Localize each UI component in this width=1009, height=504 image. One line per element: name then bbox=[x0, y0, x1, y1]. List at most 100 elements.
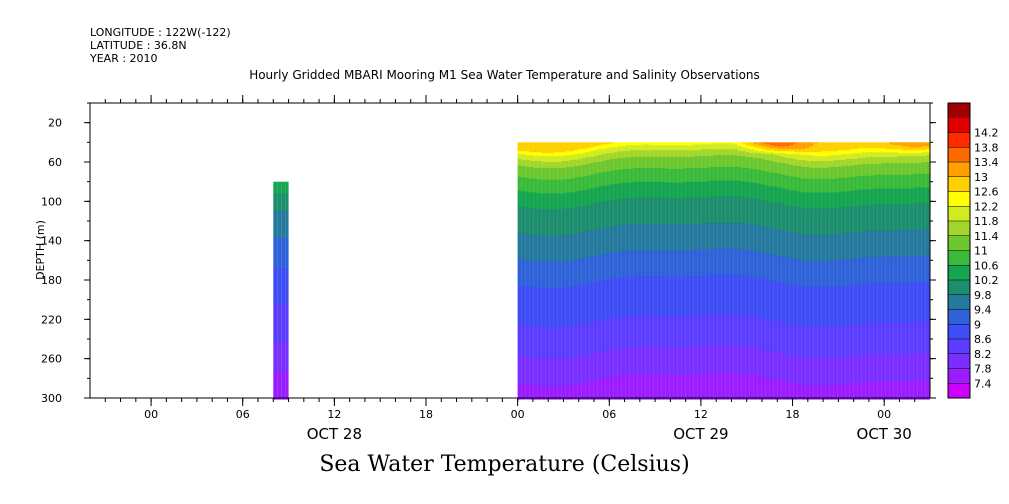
heatmap-cell bbox=[817, 142, 822, 153]
heatmap-cell bbox=[877, 142, 882, 149]
heatmap-cell bbox=[585, 189, 590, 206]
heatmap-cell bbox=[629, 145, 634, 151]
heatmap-cell bbox=[525, 151, 530, 156]
heatmap-cell bbox=[689, 181, 694, 198]
heatmap-cell bbox=[685, 167, 690, 183]
heatmap-cell bbox=[829, 151, 834, 156]
heatmap-cell bbox=[805, 286, 810, 327]
heatmap-cell bbox=[613, 183, 618, 200]
heatmap-cell bbox=[569, 233, 574, 261]
heatmap-cell bbox=[645, 142, 650, 145]
heatmap-cell bbox=[669, 150, 674, 158]
heatmap-cell bbox=[541, 235, 546, 262]
heatmap-cell bbox=[837, 285, 842, 326]
heatmap-cell bbox=[741, 181, 746, 198]
heatmap-cell bbox=[905, 188, 910, 205]
heatmap-cell bbox=[545, 209, 550, 237]
heatmap-cell bbox=[861, 283, 866, 324]
heatmap-cell bbox=[673, 277, 678, 317]
heatmap-cell bbox=[553, 235, 558, 262]
heatmap-cell bbox=[533, 161, 538, 169]
heatmap-cell bbox=[285, 342, 289, 373]
heatmap-cell bbox=[909, 174, 914, 190]
heatmap-cell bbox=[797, 285, 802, 326]
heatmap-cell bbox=[837, 356, 842, 385]
heatmap-cell bbox=[713, 196, 718, 224]
heatmap-cell bbox=[517, 206, 522, 234]
heatmap-cell bbox=[857, 382, 862, 400]
heatmap-cell bbox=[625, 168, 630, 184]
heatmap-cell bbox=[721, 248, 726, 276]
heatmap-cell bbox=[537, 386, 542, 400]
heatmap-cell bbox=[917, 147, 922, 151]
heatmap-cell bbox=[669, 250, 674, 278]
heatmap-cell bbox=[925, 152, 930, 156]
heatmap-cell bbox=[725, 314, 730, 347]
heatmap-cell bbox=[605, 226, 610, 255]
heatmap-cell bbox=[745, 167, 750, 183]
heatmap-cell bbox=[849, 176, 854, 192]
heatmap-cell bbox=[853, 383, 858, 400]
heatmap-cell bbox=[869, 382, 874, 400]
heatmap-cell bbox=[541, 287, 546, 328]
heatmap-cell bbox=[741, 151, 746, 157]
heatmap-cell bbox=[909, 188, 914, 205]
heatmap-cell bbox=[693, 167, 698, 183]
heatmap-cell bbox=[545, 153, 550, 157]
heatmap-cell bbox=[801, 326, 806, 359]
heatmap-cell bbox=[841, 154, 846, 161]
heatmap-cell bbox=[273, 372, 278, 400]
heatmap-cell bbox=[773, 202, 778, 230]
heatmap-cell bbox=[725, 166, 730, 182]
heatmap-cell bbox=[585, 283, 590, 324]
heatmap-cell bbox=[757, 251, 762, 279]
heatmap-cell bbox=[697, 276, 702, 316]
heatmap-cell bbox=[849, 324, 854, 357]
heatmap-cell bbox=[877, 188, 882, 205]
heatmap-cell bbox=[541, 261, 546, 289]
heatmap-cell bbox=[897, 145, 902, 150]
heatmap-cell bbox=[925, 162, 930, 175]
heatmap-cell bbox=[533, 326, 538, 359]
heatmap-cell bbox=[769, 152, 774, 155]
heatmap-cell bbox=[281, 372, 286, 400]
heatmap-cell bbox=[549, 162, 554, 169]
heatmap-cell bbox=[905, 163, 910, 176]
heatmap-cell bbox=[633, 157, 638, 169]
heatmap-cell bbox=[849, 154, 854, 160]
heatmap-cell bbox=[913, 173, 918, 189]
heatmap-cell bbox=[881, 148, 886, 153]
heatmap-cell bbox=[877, 148, 882, 153]
heatmap-cell bbox=[869, 257, 874, 285]
heatmap-cell bbox=[529, 192, 534, 209]
heatmap-cell bbox=[845, 142, 850, 151]
date-label: OCT 29 bbox=[673, 425, 728, 443]
heatmap-cell bbox=[273, 237, 278, 269]
heatmap-cell bbox=[833, 160, 838, 168]
heatmap-cell bbox=[673, 142, 678, 146]
heatmap-cell bbox=[669, 316, 674, 349]
heatmap-cell bbox=[861, 382, 866, 400]
heatmap-cell bbox=[749, 182, 754, 199]
heatmap-cell bbox=[913, 150, 918, 154]
heatmap-cell bbox=[889, 230, 894, 257]
heatmap-cell bbox=[657, 150, 662, 158]
heatmap-cell bbox=[881, 174, 886, 190]
heatmap-cell bbox=[829, 208, 834, 236]
heatmap-cell bbox=[833, 142, 838, 152]
heatmap-cell bbox=[909, 204, 914, 231]
heatmap-cell bbox=[901, 229, 906, 257]
heatmap-cell bbox=[629, 347, 634, 376]
heatmap-cell bbox=[721, 373, 726, 400]
heatmap-cell bbox=[633, 181, 638, 198]
heatmap-cell bbox=[593, 380, 598, 400]
heatmap-cell bbox=[521, 356, 526, 385]
heatmap-cell bbox=[629, 150, 634, 158]
y-tick-label: 300 bbox=[41, 392, 62, 405]
heatmap-cell bbox=[545, 179, 550, 195]
heatmap-cell bbox=[897, 256, 902, 284]
heatmap-cell bbox=[553, 152, 558, 157]
heatmap-cell bbox=[753, 150, 758, 154]
heatmap-cell bbox=[661, 276, 666, 316]
y-tick-label: 100 bbox=[41, 195, 62, 208]
